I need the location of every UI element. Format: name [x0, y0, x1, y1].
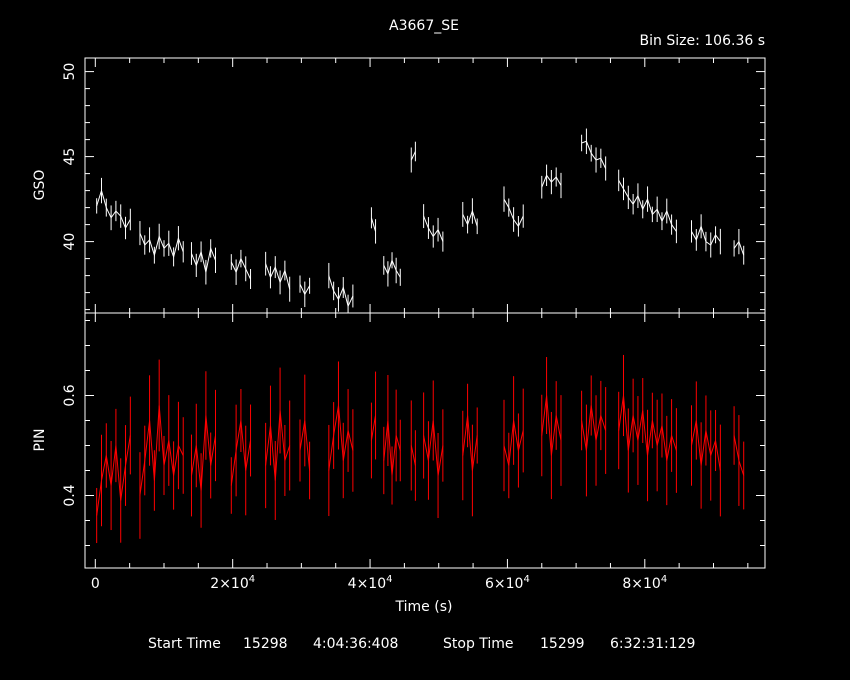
gso-series-segment [328, 275, 354, 308]
gso-frame [84, 57, 766, 314]
x-tick-label: 0 [91, 576, 100, 592]
pin-axis-label: PIN [32, 428, 48, 451]
pin-frame [84, 312, 766, 569]
start-time-value: 4:04:36:408 [313, 636, 399, 652]
pin-panel: 0.4 0.6 PIN [32, 312, 766, 569]
gso-y-tick-label: 50 [62, 63, 78, 81]
pin-series-segment [410, 445, 416, 466]
gso-series-segment [191, 246, 216, 273]
pin-series-segment [462, 415, 478, 471]
bin-size-label: Bin Size: 106.36 s [640, 33, 765, 49]
pin-series-segment [191, 415, 216, 491]
gso-series-segment [462, 209, 478, 227]
x-axis-label: Time (s) [395, 599, 453, 615]
start-day: 15298 [243, 636, 288, 652]
gso-series-segment [139, 232, 184, 259]
x-tick-label: 6×104 [485, 574, 530, 592]
gso-panel: 40 45 50 GSO [32, 57, 766, 314]
gso-series-segment [96, 188, 131, 230]
gso-y-tick-label: 40 [62, 233, 78, 251]
x-tick-label: 4×104 [348, 574, 393, 592]
pin-series-segment [265, 410, 291, 481]
x-tick-label: 2×104 [210, 574, 255, 592]
pin-y-tick-label: 0.4 [62, 484, 78, 506]
pin-series-segment [139, 405, 184, 496]
pin-series-segment [581, 405, 607, 451]
pin-y-tick-label: 0.6 [62, 384, 78, 406]
stop-day: 15299 [540, 636, 585, 652]
pin-series-segment [96, 435, 131, 516]
start-time-label: Start Time [148, 636, 221, 652]
pin-series-segment [328, 405, 354, 471]
pin-series-segment [370, 415, 376, 441]
stop-time-value: 6:32:31:129 [610, 636, 696, 652]
gso-y-tick-label: 45 [62, 148, 78, 166]
gso-series-segment [370, 217, 376, 232]
gso-axis-label: GSO [32, 170, 48, 201]
chart-title: A3667_SE [389, 18, 459, 34]
gso-series-segment [410, 151, 416, 161]
stop-time-label: Stop Time [443, 636, 514, 652]
gso-series-segment [581, 140, 607, 169]
x-tick-label: 8×104 [622, 574, 667, 592]
gso-series-segment [265, 263, 291, 290]
